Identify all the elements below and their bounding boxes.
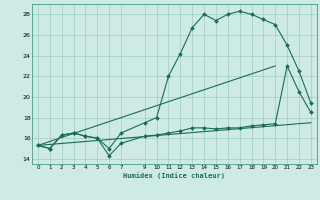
X-axis label: Humidex (Indice chaleur): Humidex (Indice chaleur): [124, 172, 225, 179]
